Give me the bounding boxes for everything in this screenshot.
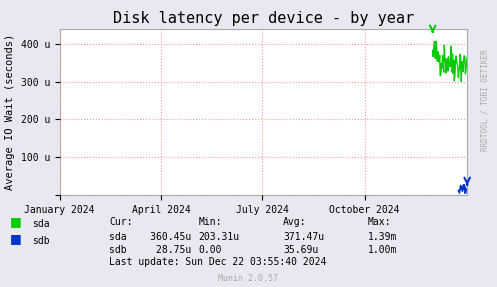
Text: ■: ■ [10, 232, 22, 245]
Text: 35.69u: 35.69u [283, 245, 319, 255]
Text: Munin 2.0.57: Munin 2.0.57 [219, 274, 278, 283]
Text: 0.00: 0.00 [199, 245, 222, 255]
Text: sdb: sdb [32, 236, 50, 246]
Text: Avg:: Avg: [283, 217, 307, 227]
Text: 1.00m: 1.00m [368, 245, 397, 255]
Text: sda    360.45u: sda 360.45u [109, 232, 191, 242]
Text: 371.47u: 371.47u [283, 232, 325, 242]
Text: Max:: Max: [368, 217, 391, 227]
Y-axis label: Average IO Wait (seconds): Average IO Wait (seconds) [5, 34, 15, 190]
Text: ■: ■ [10, 215, 22, 228]
Text: sdb     28.75u: sdb 28.75u [109, 245, 191, 255]
Text: Last update: Sun Dec 22 03:55:40 2024: Last update: Sun Dec 22 03:55:40 2024 [109, 257, 327, 267]
Text: 1.39m: 1.39m [368, 232, 397, 242]
Text: Cur:: Cur: [109, 217, 133, 227]
Title: Disk latency per device - by year: Disk latency per device - by year [113, 11, 414, 26]
Text: sda: sda [32, 219, 50, 229]
Text: RRDTOOL / TOBI OETIKER: RRDTOOL / TOBI OETIKER [481, 50, 490, 151]
Text: Min:: Min: [199, 217, 222, 227]
Text: 203.31u: 203.31u [199, 232, 240, 242]
